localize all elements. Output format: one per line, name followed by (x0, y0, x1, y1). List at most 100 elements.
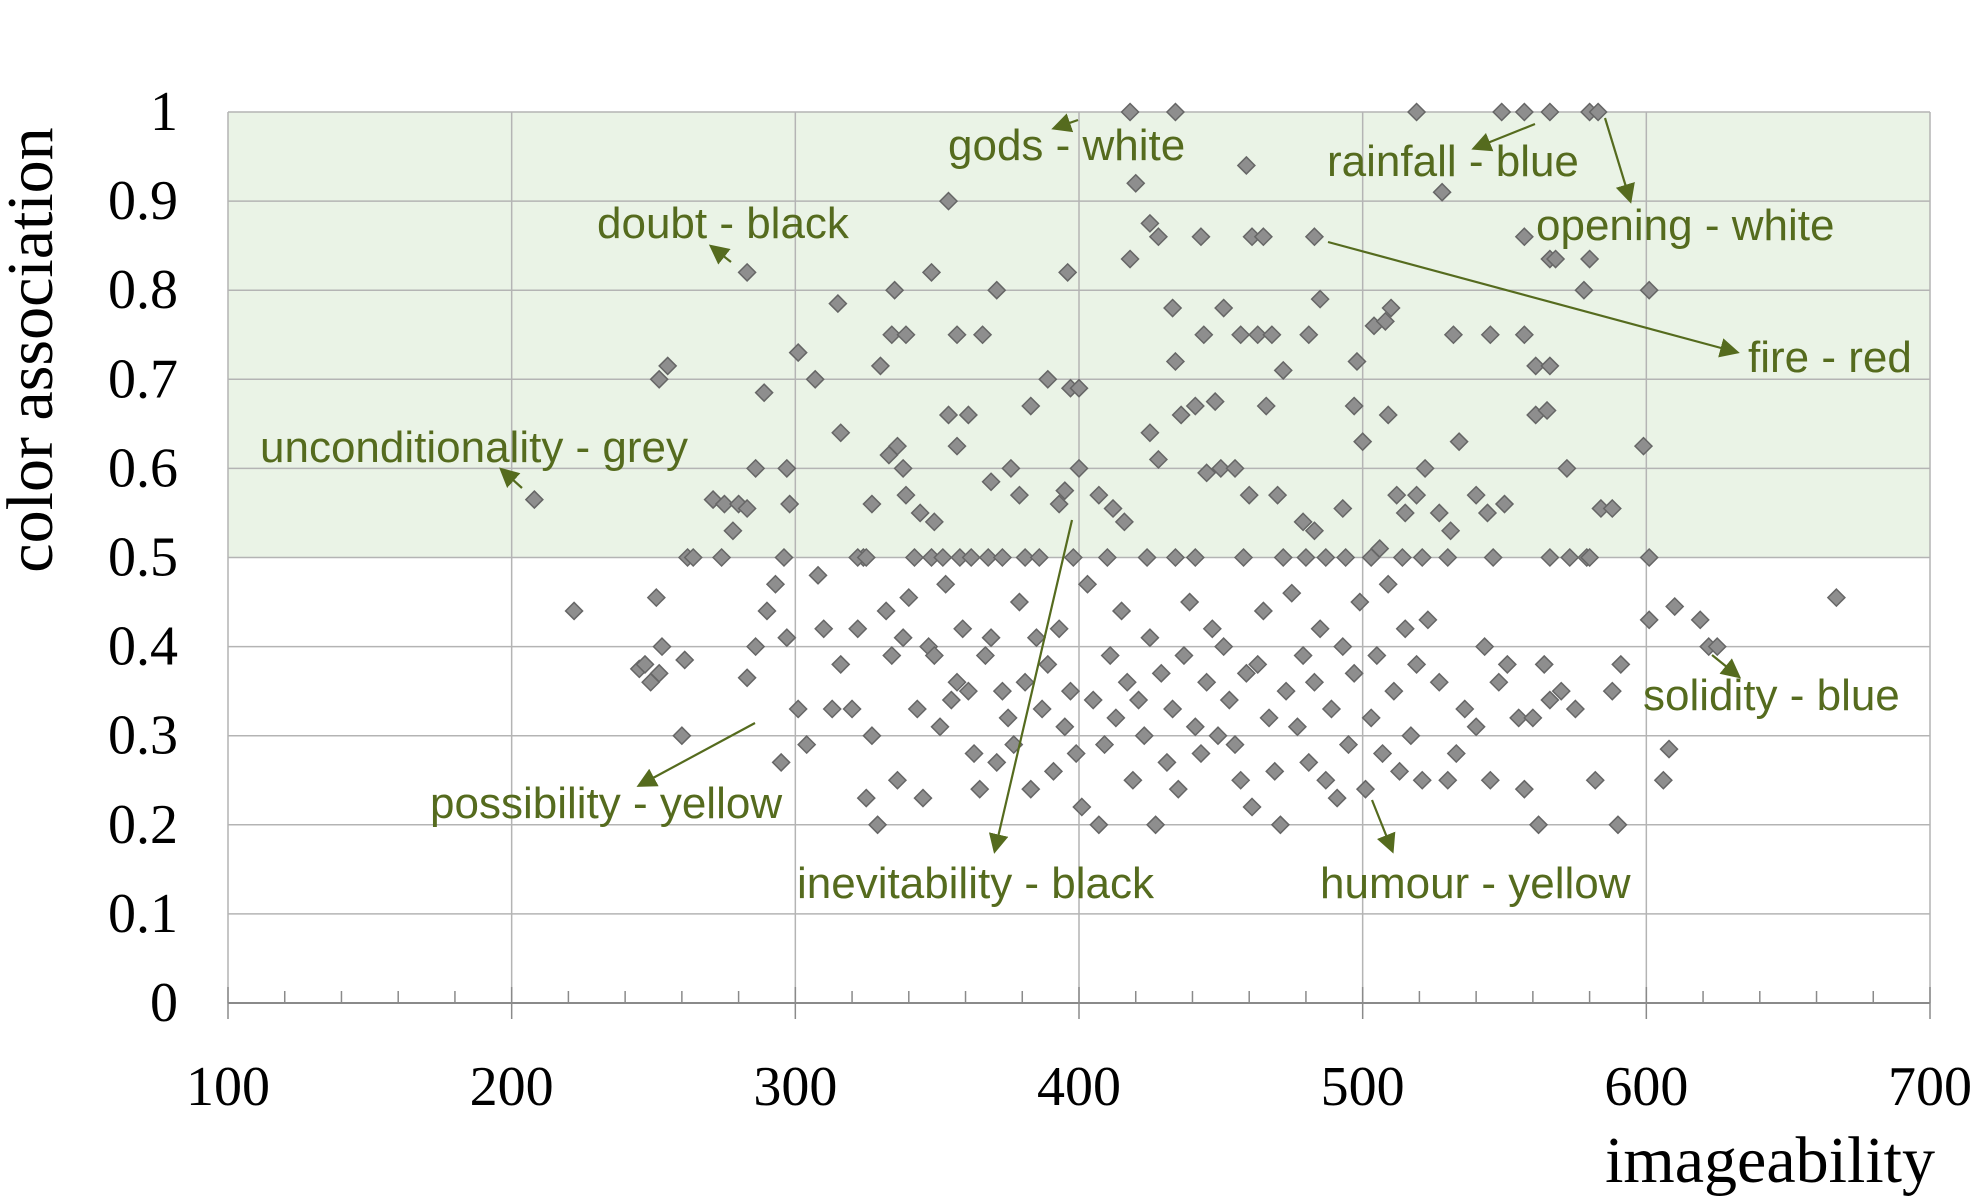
annotation-arrow (1603, 117, 1635, 204)
data-point (1418, 610, 1438, 630)
annotation-arrow (1051, 113, 1079, 133)
data-point (1134, 726, 1154, 746)
data-point (658, 356, 678, 376)
data-point (1378, 574, 1398, 594)
data-point (904, 547, 925, 568)
data-point (924, 512, 944, 532)
data-point (564, 601, 584, 621)
data-point (978, 547, 998, 568)
x-tick-label: 400 (1037, 1056, 1121, 1118)
annotation-arrow (708, 244, 732, 265)
data-point (1009, 485, 1029, 505)
data-point (1163, 699, 1183, 719)
data-point (938, 191, 959, 211)
data-point (1058, 262, 1078, 282)
data-point (754, 383, 774, 403)
data-point (1273, 360, 1293, 380)
y-tick-label: 0.8 (108, 259, 178, 321)
data-point (1197, 672, 1217, 692)
data-point (1344, 663, 1364, 683)
data-point (780, 494, 800, 514)
data-point (1089, 485, 1109, 505)
data-point (1236, 155, 1256, 176)
data-point (1395, 619, 1415, 639)
data-point (1106, 708, 1126, 728)
data-point (1639, 280, 1659, 300)
data-points (524, 102, 1846, 835)
x-axis-title: imageability (1605, 1124, 1935, 1197)
data-point (947, 436, 967, 456)
data-point (1055, 717, 1075, 737)
data-point (1202, 619, 1222, 639)
data-point (822, 699, 842, 719)
annotations: gods - white rainfall - blue opening - whi… (260, 113, 1912, 908)
data-point (1001, 458, 1021, 478)
data-point (1580, 249, 1600, 269)
data-point (1514, 102, 1534, 122)
data-point (1015, 547, 1035, 568)
data-point (1094, 735, 1115, 755)
data-point (1633, 436, 1654, 456)
data-point (1545, 249, 1566, 269)
data-point (797, 735, 817, 755)
data-point (910, 503, 930, 523)
data-point (1126, 173, 1146, 193)
data-point (1304, 672, 1325, 692)
data-point (1140, 423, 1160, 443)
data-point (1338, 735, 1359, 755)
data-point (1165, 351, 1186, 372)
data-point (1560, 547, 1580, 568)
annotation-arrow (636, 722, 756, 787)
data-point (1180, 592, 1200, 612)
data-point (1069, 458, 1089, 478)
data-point (1268, 485, 1288, 505)
data-point (1100, 645, 1120, 666)
data-point (1367, 645, 1387, 666)
data-point (1049, 494, 1069, 514)
data-point (1282, 583, 1302, 603)
data-point (1029, 547, 1049, 568)
data-point (1191, 227, 1211, 247)
data-point (1072, 797, 1092, 817)
data-point (1304, 521, 1325, 541)
data-point (1429, 503, 1449, 523)
data-point (1032, 699, 1052, 719)
data-point (1148, 227, 1168, 247)
data-point (683, 547, 703, 568)
data-point (1211, 458, 1231, 478)
y-tick-label: 0.4 (108, 616, 178, 678)
annotation-arrow (1327, 240, 1740, 358)
data-point (896, 325, 916, 345)
data-point (1233, 547, 1254, 568)
data-point (757, 601, 777, 621)
data-point (1063, 547, 1083, 568)
data-point (788, 699, 808, 719)
data-point (1449, 432, 1469, 452)
data-point (1265, 761, 1285, 781)
data-point (1066, 743, 1086, 764)
data-point (842, 699, 862, 719)
data-point (1239, 485, 1259, 505)
annotation-arrow (988, 519, 1074, 854)
data-point (1055, 481, 1075, 501)
data-point (1608, 815, 1628, 835)
data-point (848, 619, 868, 639)
data-point (1580, 547, 1600, 568)
data-point (1395, 503, 1415, 523)
data-point (1185, 396, 1205, 416)
data-point (1197, 463, 1217, 483)
data-point (1412, 547, 1432, 568)
annotation-label: humour - yellow (1320, 859, 1631, 908)
y-tick-label: 0.7 (108, 348, 178, 410)
data-point (1466, 485, 1486, 505)
data-point (1287, 717, 1307, 737)
data-point (1120, 102, 1140, 122)
data-point (1174, 645, 1194, 666)
data-point (1540, 102, 1560, 122)
data-point (1140, 628, 1160, 648)
data-point (1455, 699, 1475, 719)
data-point (1707, 637, 1727, 657)
data-point (896, 485, 916, 505)
data-point (1248, 654, 1268, 674)
data-point (805, 369, 825, 389)
